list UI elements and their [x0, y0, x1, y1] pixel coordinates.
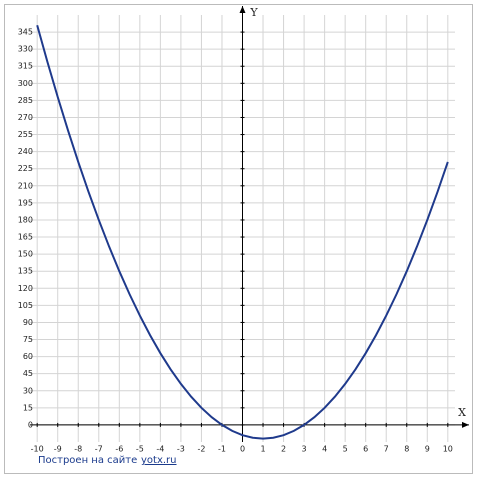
x-tick-label: -1	[218, 445, 226, 454]
axes	[30, 6, 469, 442]
x-tick-label: 9	[425, 445, 430, 454]
y-tick-label: 15	[23, 403, 33, 412]
footer-text: Построен на сайте	[38, 455, 137, 466]
x-tick-label: -6	[115, 445, 123, 454]
x-tick-label: 5	[343, 445, 348, 454]
y-axis-label: Y	[249, 6, 258, 19]
y-tick-label: 120	[18, 284, 33, 293]
y-tick-label: 345	[18, 28, 33, 37]
x-tick-label: -8	[74, 445, 82, 454]
x-tick-label: 4	[322, 445, 327, 454]
y-tick-label: 285	[18, 96, 33, 105]
y-tick-label: 105	[18, 301, 33, 310]
x-tick-label: 2	[281, 445, 286, 454]
x-tick-label: 3	[302, 445, 307, 454]
curve	[36, 24, 449, 440]
y-tick-label: 45	[23, 369, 33, 378]
x-tick-label: -4	[156, 445, 164, 454]
y-tick-label: 330	[18, 45, 33, 54]
x-tick-label: 6	[363, 445, 368, 454]
y-tick-label: 240	[18, 147, 33, 156]
x-tick-label: -5	[136, 445, 144, 454]
x-axis-label: X	[458, 406, 466, 419]
y-tick-label: 255	[18, 130, 33, 139]
y-tick-label: 300	[18, 79, 33, 88]
x-tick-label: 10	[443, 445, 453, 454]
y-tick-label: 180	[18, 215, 33, 224]
y-tick-label: 210	[18, 181, 33, 190]
outer-frame	[4, 4, 473, 474]
x-tick-label: -3	[177, 445, 185, 454]
y-axis-arrow	[239, 6, 246, 13]
x-tick-label: 8	[404, 445, 409, 454]
y-tick-label: 315	[18, 62, 33, 71]
y-tick-label: 30	[23, 386, 33, 395]
x-tick-label: -10	[31, 445, 44, 454]
y-tick-label: 150	[18, 250, 33, 259]
x-axis-arrow	[462, 421, 469, 428]
y-tick-label: 135	[18, 267, 33, 276]
y-tick-label: 225	[18, 164, 33, 173]
footer-link[interactable]: yotx.ru	[141, 455, 177, 466]
y-tick-label: 75	[23, 335, 33, 344]
x-tick-label: 1	[260, 445, 265, 454]
x-tick-label: -9	[54, 445, 62, 454]
y-tick-label: 90	[23, 318, 33, 327]
x-tick-label: -2	[197, 445, 205, 454]
x-tick-label: 7	[384, 445, 389, 454]
y-tick-label: 270	[18, 113, 33, 122]
y-tick-label: 60	[23, 352, 33, 361]
x-tick-label: -7	[95, 445, 103, 454]
y-tick-label: 195	[18, 198, 33, 207]
y-tick-label: 165	[18, 233, 33, 242]
y-tick-label: 0	[28, 420, 33, 429]
x-tick-label: 0	[240, 445, 245, 454]
